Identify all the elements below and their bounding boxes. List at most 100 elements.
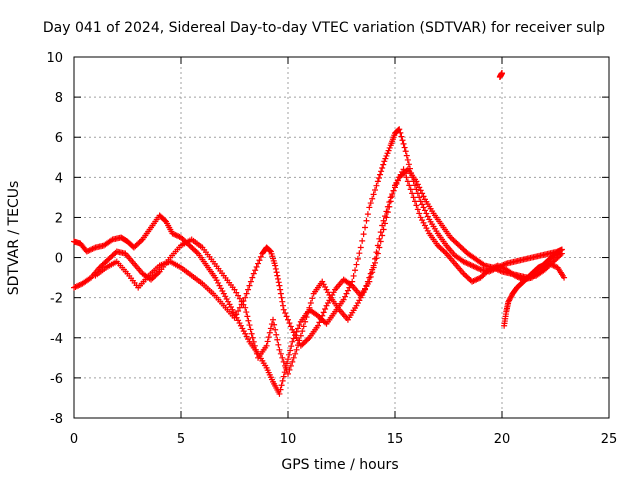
track-a-point — [364, 211, 371, 218]
track-a-point — [289, 338, 296, 345]
track-a-point — [419, 201, 426, 208]
track-b-point — [263, 342, 270, 349]
track-a-point — [421, 207, 428, 214]
track-c-point — [279, 298, 286, 305]
track-c-point — [404, 178, 411, 185]
track-a-point — [356, 250, 363, 257]
track-b-point — [420, 193, 427, 200]
track-a-point — [403, 152, 410, 159]
x-axis-ticks: 0 5 10 15 20 25 — [70, 57, 617, 447]
y-tick-label: -2 — [50, 292, 63, 307]
track-b-point — [307, 300, 314, 307]
track-b-point — [250, 338, 257, 345]
track-c-point — [253, 263, 260, 270]
track-a-point — [342, 293, 349, 300]
track-a-point — [276, 390, 283, 397]
track-b-point — [286, 366, 293, 373]
track-a-point — [401, 144, 408, 151]
track-a-point — [369, 195, 376, 202]
track-b-point — [417, 187, 424, 194]
track-c-point — [231, 314, 238, 321]
track-c-point — [413, 202, 420, 209]
track-c-point — [406, 182, 413, 189]
track-c-point — [319, 312, 326, 319]
y-tick-label: -6 — [50, 372, 63, 387]
track-c-point — [280, 302, 287, 309]
track-c-point — [243, 290, 250, 297]
track-c-point — [274, 272, 281, 279]
track-a-point — [400, 140, 407, 147]
track-b-point — [242, 304, 249, 311]
track-a-point — [360, 231, 367, 238]
x-tick-label: 10 — [280, 432, 297, 447]
track-c-point — [410, 194, 417, 201]
track-a-point — [374, 178, 381, 185]
track-c-point — [286, 320, 293, 327]
track-c-point — [238, 301, 245, 308]
track-a-point — [367, 200, 374, 207]
track-c-point — [250, 270, 257, 277]
track-b-point — [282, 362, 289, 369]
track-c-point — [367, 273, 374, 280]
track-a-point — [290, 335, 297, 342]
y-tick-label: 8 — [55, 91, 63, 106]
track-a-point — [379, 164, 386, 171]
x-tick-label: 5 — [177, 432, 185, 447]
track-b-point — [233, 289, 240, 296]
track-b-point — [264, 338, 271, 345]
track-a-point — [411, 182, 418, 189]
track-b-point — [247, 326, 254, 333]
track-c-point — [276, 282, 283, 289]
track-c-point — [322, 306, 329, 313]
track-c-point — [275, 275, 282, 282]
track-a-point — [395, 126, 402, 133]
track-a-point — [384, 150, 391, 157]
track-b-point — [300, 323, 307, 330]
track-c-point — [267, 247, 274, 254]
track-a-point — [380, 161, 387, 168]
x-tick-label: 25 — [601, 432, 618, 447]
track-c-point — [277, 290, 284, 297]
track-a-point — [353, 261, 360, 268]
track-c-point — [561, 274, 568, 281]
track-c-point — [387, 198, 394, 205]
track-a-point — [420, 204, 427, 211]
track-b-point — [243, 309, 250, 316]
x-axis-label: GPS time / hours — [281, 457, 398, 473]
track-a-point — [366, 204, 373, 211]
track-c-point — [370, 264, 377, 271]
track-b-point — [304, 309, 311, 316]
y-tick-label: 6 — [55, 131, 63, 146]
track-c-point — [390, 187, 397, 194]
track-a-point — [294, 325, 301, 332]
track-b-point — [290, 354, 297, 361]
track-b-point — [246, 322, 253, 329]
track-b-point — [303, 314, 310, 321]
track-c-point — [377, 238, 384, 245]
track-a-point — [377, 171, 384, 178]
track-b-point — [236, 295, 243, 302]
track-b-point — [273, 331, 280, 338]
track-c-point — [316, 319, 323, 326]
track-a-point — [280, 373, 287, 380]
track-c-point — [236, 304, 243, 311]
track-b-point — [419, 190, 426, 197]
track-c-point — [369, 269, 376, 276]
track-b-point — [382, 213, 389, 220]
track-c-point — [411, 198, 418, 205]
track-a-point — [278, 382, 285, 389]
track-b-point — [267, 325, 274, 332]
track-c-point — [278, 294, 285, 301]
x-tick-label: 15 — [387, 432, 404, 447]
track-c-point — [257, 253, 264, 260]
track-b-point — [299, 328, 306, 335]
track-a-point — [405, 161, 412, 168]
x-tick-label: 20 — [494, 432, 511, 447]
track-c-point — [275, 279, 282, 286]
track-c-point — [235, 308, 242, 315]
y-axis-ticks: -8 -6 -4 -2 0 2 4 6 8 10 — [46, 51, 609, 427]
track-b-point — [274, 336, 281, 343]
y-tick-label: 0 — [55, 252, 63, 267]
track-c-point — [383, 214, 390, 221]
